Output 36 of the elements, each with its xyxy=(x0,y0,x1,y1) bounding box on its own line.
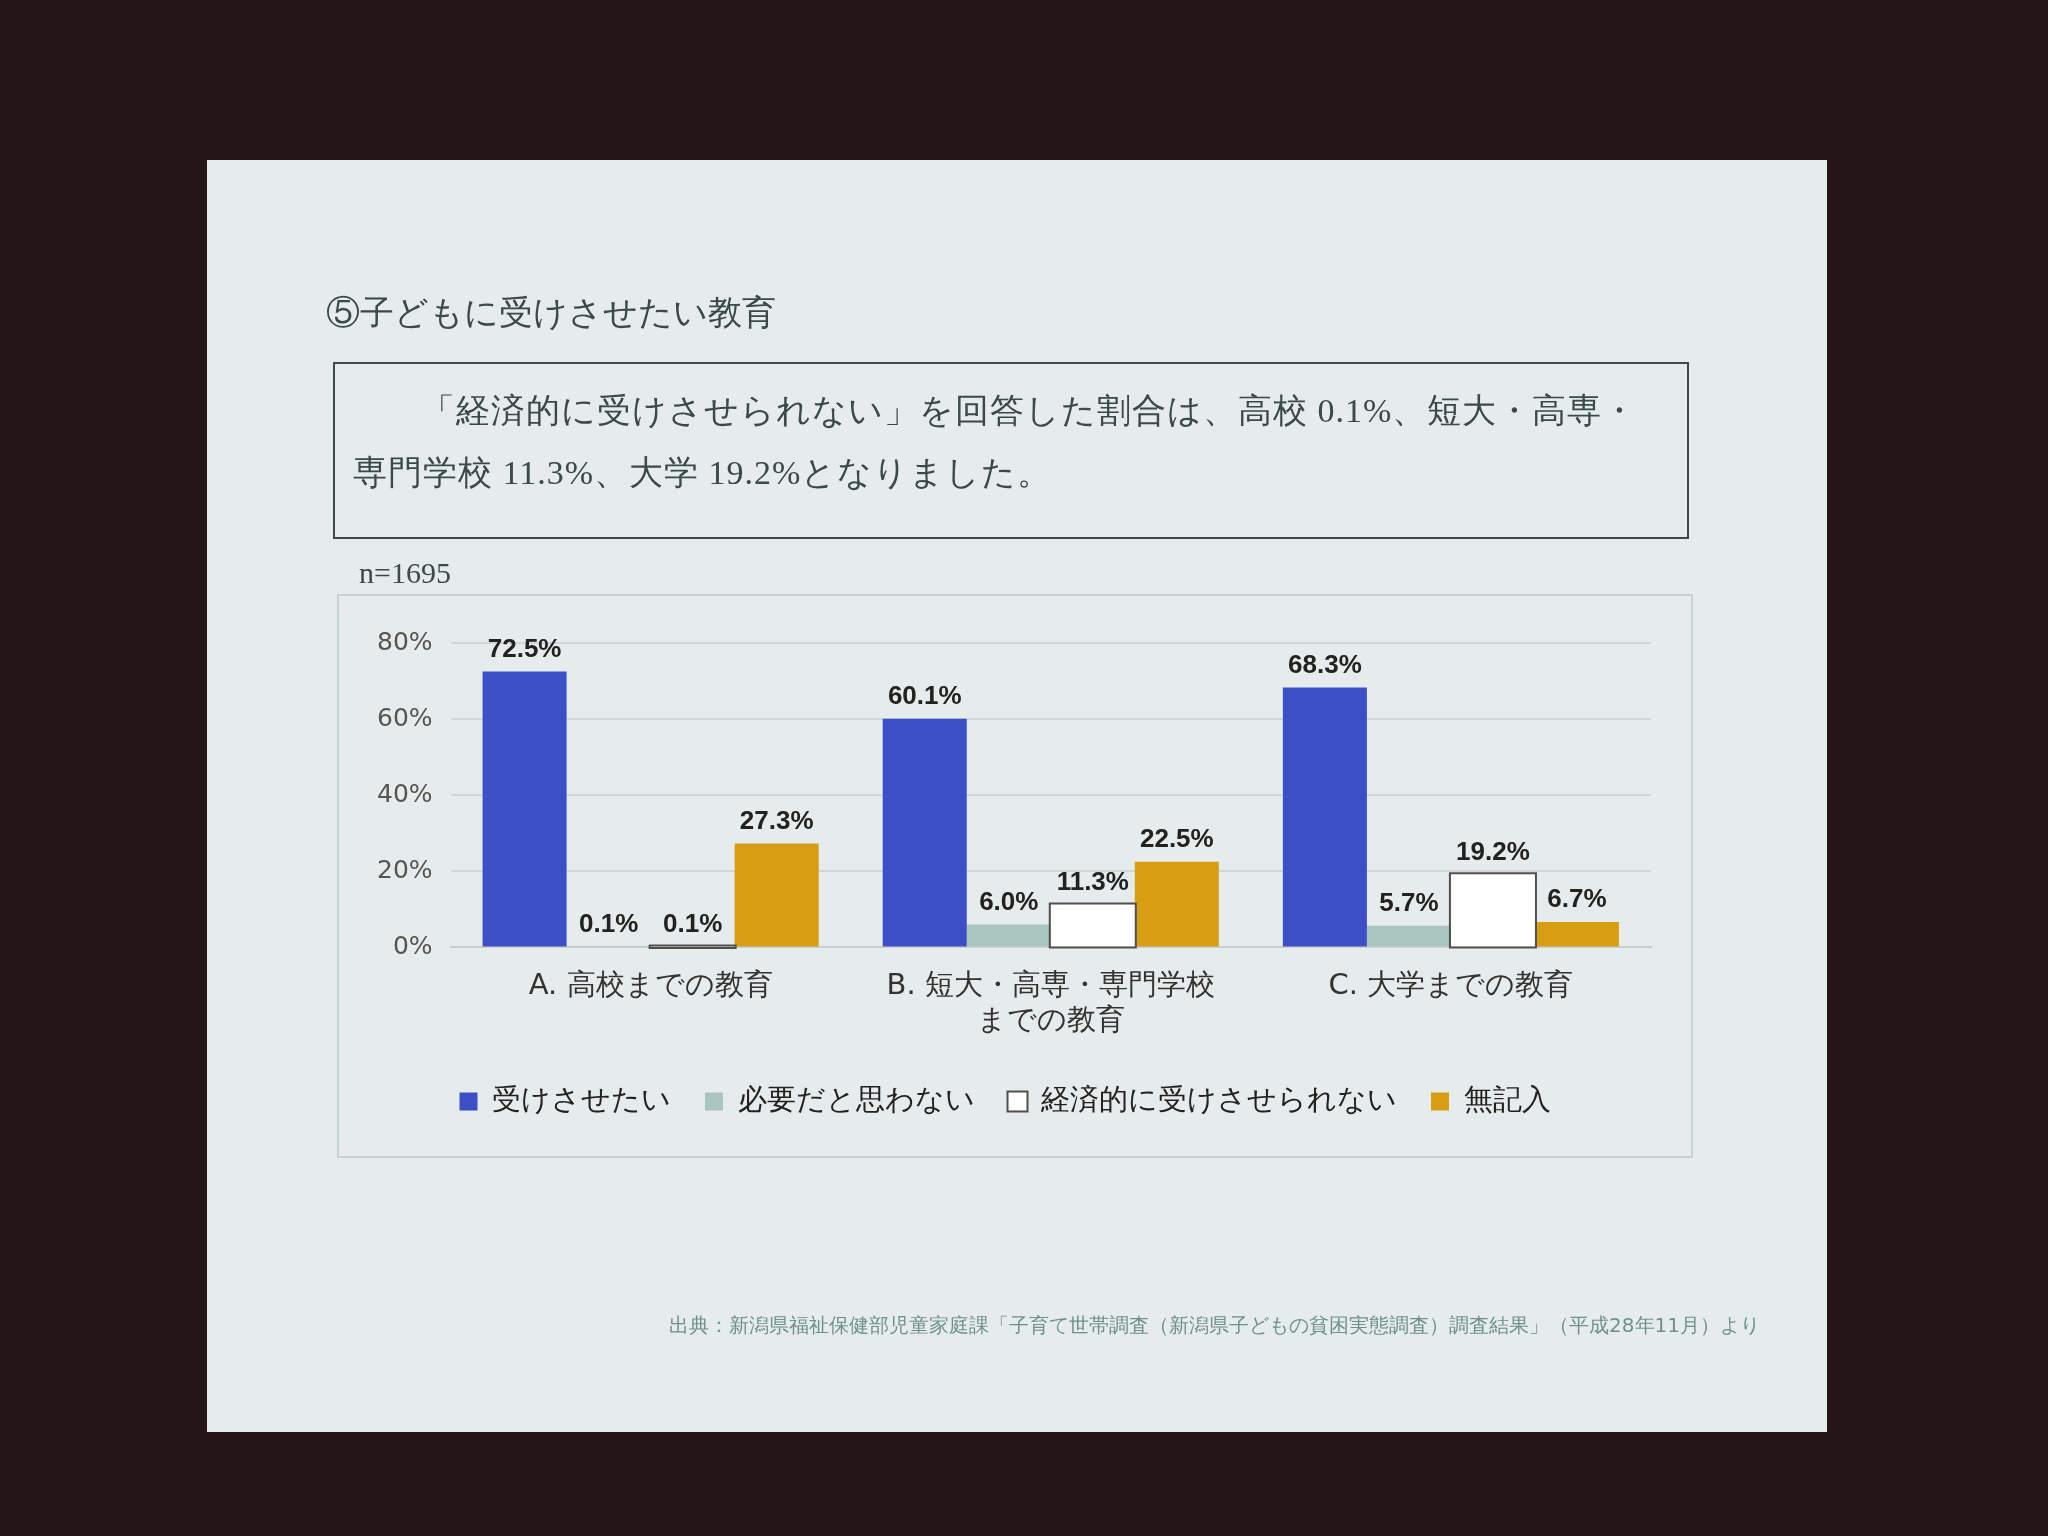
source-note: 出典：新潟県福祉保健部児童家庭課「子育て世帯調査（新潟県子どもの貧困実態調査）調査結果」（平成28年11月）より xyxy=(668,1312,1760,1339)
data-label: 0.1% xyxy=(578,908,639,939)
bar xyxy=(482,671,567,947)
chart-subtitle: 「経済的に受けさせられない」を回答した割合は、高校 0.1%、短大・高専・専門学校 11.3%、大学 19.2%となりました。 xyxy=(333,362,1689,539)
data-label: 11.3% xyxy=(1056,865,1129,896)
data-label: 60.1% xyxy=(887,679,962,710)
y-tick-label: 60% xyxy=(376,702,433,732)
bar xyxy=(1134,861,1219,947)
legend-label: 受けさせたい xyxy=(492,1082,671,1117)
data-label: 6.7% xyxy=(1547,883,1607,914)
y-tick-label: 40% xyxy=(376,778,433,808)
bar xyxy=(1282,687,1367,947)
data-label: 0.1% xyxy=(663,908,723,939)
x-tick-label: B. 短大・高専・専門学校までの教育 xyxy=(886,967,1215,1037)
bar xyxy=(734,843,819,947)
bar xyxy=(966,924,1051,947)
bar xyxy=(882,718,967,947)
legend-label: 無記入 xyxy=(1463,1082,1551,1117)
x-tick-label: A. 高校までの教育 xyxy=(528,967,773,1002)
data-label: 22.5% xyxy=(1139,822,1214,853)
data-label: 72.5% xyxy=(487,632,562,663)
legend-label: 必要だと思わない xyxy=(737,1082,975,1117)
data-label: 19.2% xyxy=(1456,835,1530,866)
legend-label: 経済的に受けさせられない xyxy=(1040,1082,1397,1117)
bar xyxy=(1366,925,1451,947)
chart-title: ⑤子どもに受けさせたい教育 xyxy=(326,293,776,333)
bar xyxy=(1534,921,1619,947)
text: n=1695 xyxy=(359,556,451,590)
data-label: 68.3% xyxy=(1288,648,1362,679)
y-tick-label: 0% xyxy=(392,930,433,960)
y-tick-label: 20% xyxy=(376,854,433,884)
data-label: 5.7% xyxy=(1379,886,1439,917)
x-tick-label: C. 大学までの教育 xyxy=(1328,967,1574,1002)
data-label: 27.3% xyxy=(739,804,814,835)
y-tick-label: 80% xyxy=(376,626,433,656)
data-label: 6.0% xyxy=(979,885,1039,916)
